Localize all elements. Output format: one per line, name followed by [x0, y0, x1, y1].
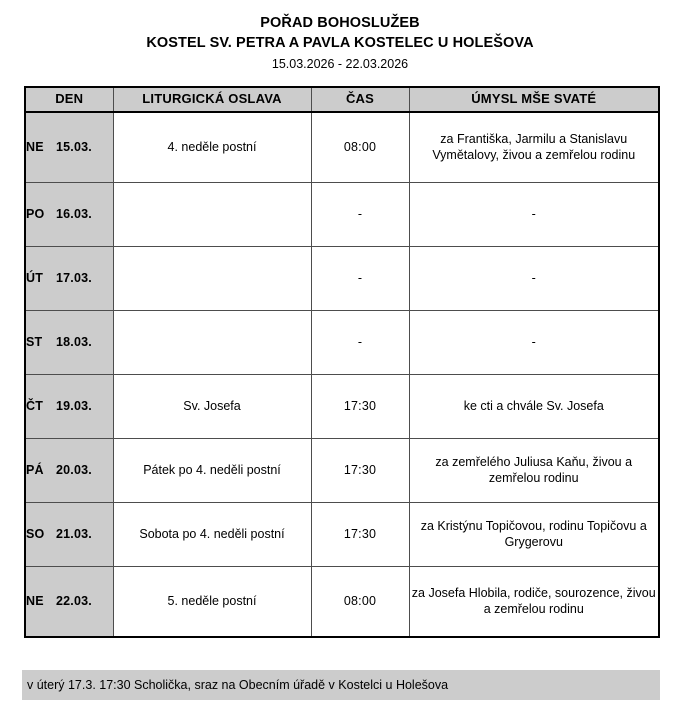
table-row: SO 21.03. Sobota po 4. neděli postní 17:3…	[24, 501, 660, 567]
table-body: NE 15.03. 4. neděle postní 08:00 za Frant…	[24, 111, 660, 638]
cell-liturgy	[112, 181, 312, 247]
day-date: 22.03.	[56, 594, 92, 609]
day-of-week: NE	[26, 594, 44, 609]
cell-intention: ke cti a chvále Sv. Josefa	[408, 373, 660, 439]
table-row: ST 18.03. - -	[24, 309, 660, 375]
day-date: 21.03.	[56, 527, 92, 542]
cell-time: 17:30	[310, 373, 410, 439]
cell-intention: -	[408, 245, 660, 311]
column-header-intention: ÚMYSL MŠE SVATÉ	[408, 86, 660, 113]
cell-day: NE 22.03.	[24, 565, 114, 638]
cell-intention: za Josefa Hlobila, rodiče, sourozence, ž…	[408, 565, 660, 638]
cell-time: 08:00	[310, 565, 410, 638]
day-of-week: ČT	[26, 399, 44, 414]
table-header-row: DEN LITURGICKÁ OSLAVA ČAS ÚMYSL MŠE SVAT…	[24, 86, 660, 113]
cell-intention: -	[408, 181, 660, 247]
day-of-week: SO	[26, 527, 45, 542]
cell-day: ÚT 17.03.	[24, 245, 114, 311]
cell-intention: za Františka, Jarmilu a Stanislavu Vymět…	[408, 111, 660, 183]
cell-time: -	[310, 181, 410, 247]
column-header-time: ČAS	[310, 86, 410, 113]
cell-time: 08:00	[310, 111, 410, 183]
day-of-week: ÚT	[26, 271, 44, 286]
cell-intention: za zemřelého Juliusa Kaňu, živou a zemře…	[408, 437, 660, 503]
cell-liturgy: Sv. Josefa	[112, 373, 312, 439]
cell-liturgy: Pátek po 4. neděli postní	[112, 437, 312, 503]
day-of-week: PO	[26, 207, 45, 222]
column-header-day: DEN	[24, 86, 114, 113]
cell-liturgy: Sobota po 4. neděli postní	[112, 501, 312, 567]
day-of-week: PÁ	[26, 463, 44, 478]
cell-day: PO 16.03.	[24, 181, 114, 247]
footer-note-text: v úterý 17.3. 17:30 Scholička, sraz na O…	[27, 677, 449, 692]
cell-day: PÁ 20.03.	[24, 437, 114, 503]
table-row: PO 16.03. - -	[24, 181, 660, 247]
cell-intention: -	[408, 309, 660, 375]
day-date: 19.03.	[56, 399, 92, 414]
cell-intention: za Kristýnu Topičovou, rodinu Topičovu a…	[408, 501, 660, 567]
table-row: ÚT 17.03. - -	[24, 245, 660, 311]
page-title-line2: KOSTEL SV. PETRA A PAVLA KOSTELEC U HOLE…	[146, 34, 534, 51]
cell-time: 17:30	[310, 437, 410, 503]
footer-note: v úterý 17.3. 17:30 Scholička, sraz na O…	[22, 670, 660, 700]
table-row: PÁ 20.03. Pátek po 4. neděli postní 17:30…	[24, 437, 660, 503]
cell-day: ST 18.03.	[24, 309, 114, 375]
table-header: DEN LITURGICKÁ OSLAVA ČAS ÚMYSL MŠE SVAT…	[24, 86, 660, 113]
day-of-week: NE	[26, 140, 44, 155]
cell-day: SO 21.03.	[24, 501, 114, 567]
table-row: ČT 19.03. Sv. Josefa 17:30 ke cti a chvál…	[24, 373, 660, 439]
day-date: 15.03.	[56, 140, 92, 155]
column-header-liturgy: LITURGICKÁ OSLAVA	[112, 86, 312, 113]
day-date: 18.03.	[56, 335, 92, 350]
cell-liturgy: 5. neděle postní	[112, 565, 312, 638]
document-heading: POŘAD BOHOSLUŽEB KOSTEL SV. PETRA A PAVL…	[0, 0, 680, 77]
day-date: 17.03.	[56, 271, 92, 286]
mass-schedule-table: DEN LITURGICKÁ OSLAVA ČAS ÚMYSL MŠE SVAT…	[24, 85, 660, 638]
day-date: 20.03.	[56, 463, 92, 478]
cell-day: ČT 19.03.	[24, 373, 114, 439]
cell-day: NE 15.03.	[24, 111, 114, 183]
cell-liturgy: 4. neděle postní	[112, 111, 312, 183]
schedule-table-wrapper: DEN LITURGICKÁ OSLAVA ČAS ÚMYSL MŠE SVAT…	[24, 85, 660, 638]
table-row: NE 15.03. 4. neděle postní 08:00 za Frant…	[24, 111, 660, 183]
cell-time: -	[310, 245, 410, 311]
day-date: 16.03.	[56, 207, 92, 222]
page-title-line1: POŘAD BOHOSLUŽEB	[260, 15, 420, 31]
date-range: 15.03.2026 - 22.03.2026	[271, 57, 409, 72]
table-row: NE 22.03. 5. neděle postní 08:00 za Josef…	[24, 565, 660, 638]
cell-time: -	[310, 309, 410, 375]
cell-liturgy	[112, 309, 312, 375]
cell-time: 17:30	[310, 501, 410, 567]
day-of-week: ST	[26, 335, 43, 350]
cell-liturgy	[112, 245, 312, 311]
